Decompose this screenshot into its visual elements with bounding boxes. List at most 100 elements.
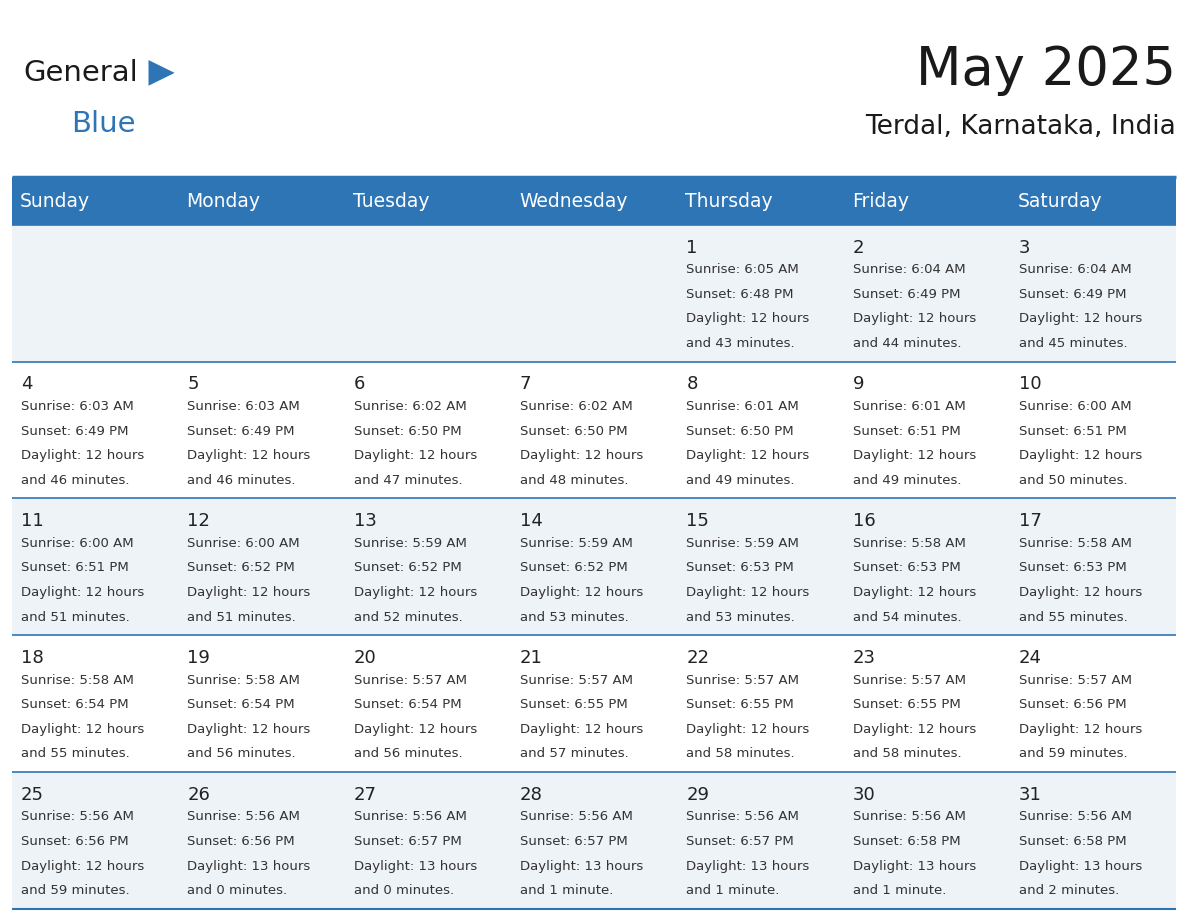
Text: 1: 1: [687, 239, 697, 257]
Text: Tuesday: Tuesday: [353, 192, 429, 210]
Text: and 49 minutes.: and 49 minutes.: [853, 474, 961, 487]
Text: Sunrise: 6:02 AM: Sunrise: 6:02 AM: [354, 400, 467, 413]
Text: Sunset: 6:57 PM: Sunset: 6:57 PM: [520, 835, 627, 848]
Text: Sunrise: 5:57 AM: Sunrise: 5:57 AM: [354, 674, 467, 687]
Text: Sunrise: 6:02 AM: Sunrise: 6:02 AM: [520, 400, 633, 413]
Text: 3: 3: [1019, 239, 1030, 257]
Text: and 0 minutes.: and 0 minutes.: [188, 884, 287, 897]
Text: and 55 minutes.: and 55 minutes.: [1019, 610, 1127, 623]
Text: and 54 minutes.: and 54 minutes.: [853, 610, 961, 623]
Text: and 2 minutes.: and 2 minutes.: [1019, 884, 1119, 897]
Text: Sunrise: 6:03 AM: Sunrise: 6:03 AM: [188, 400, 301, 413]
Text: Sunset: 6:50 PM: Sunset: 6:50 PM: [520, 425, 627, 438]
Text: Sunrise: 5:56 AM: Sunrise: 5:56 AM: [188, 811, 301, 823]
Text: 10: 10: [1019, 375, 1042, 394]
Text: Sunset: 6:55 PM: Sunset: 6:55 PM: [853, 699, 960, 711]
Text: 26: 26: [188, 786, 210, 804]
Text: Sunrise: 6:04 AM: Sunrise: 6:04 AM: [853, 263, 966, 276]
Text: Sunset: 6:49 PM: Sunset: 6:49 PM: [1019, 288, 1126, 301]
Text: 28: 28: [520, 786, 543, 804]
Text: Sunrise: 6:00 AM: Sunrise: 6:00 AM: [21, 537, 134, 550]
Text: and 52 minutes.: and 52 minutes.: [354, 610, 462, 623]
Text: 5: 5: [188, 375, 198, 394]
Text: Daylight: 12 hours: Daylight: 12 hours: [520, 586, 643, 599]
Text: Daylight: 12 hours: Daylight: 12 hours: [687, 449, 809, 463]
Text: Sunset: 6:49 PM: Sunset: 6:49 PM: [188, 425, 295, 438]
Text: Sunset: 6:55 PM: Sunset: 6:55 PM: [687, 699, 794, 711]
Text: Daylight: 12 hours: Daylight: 12 hours: [21, 859, 144, 873]
Text: Sunrise: 5:58 AM: Sunrise: 5:58 AM: [21, 674, 134, 687]
Text: Sunrise: 5:57 AM: Sunrise: 5:57 AM: [1019, 674, 1132, 687]
Text: Sunset: 6:50 PM: Sunset: 6:50 PM: [687, 425, 794, 438]
Text: Wednesday: Wednesday: [519, 192, 627, 210]
Text: and 59 minutes.: and 59 minutes.: [1019, 747, 1127, 760]
Text: Sunrise: 5:57 AM: Sunrise: 5:57 AM: [853, 674, 966, 687]
Bar: [12, 772, 1176, 909]
Text: 8: 8: [687, 375, 697, 394]
Text: Sunrise: 5:57 AM: Sunrise: 5:57 AM: [687, 674, 800, 687]
Text: 9: 9: [853, 375, 864, 394]
Text: Sunset: 6:51 PM: Sunset: 6:51 PM: [853, 425, 960, 438]
Text: 30: 30: [853, 786, 876, 804]
Text: Sunset: 6:49 PM: Sunset: 6:49 PM: [21, 425, 128, 438]
Text: and 55 minutes.: and 55 minutes.: [21, 747, 129, 760]
Text: Sunrise: 5:58 AM: Sunrise: 5:58 AM: [1019, 537, 1132, 550]
Text: Sunset: 6:55 PM: Sunset: 6:55 PM: [520, 699, 627, 711]
Text: 18: 18: [21, 649, 44, 667]
Text: Sunset: 6:51 PM: Sunset: 6:51 PM: [1019, 425, 1126, 438]
Text: and 46 minutes.: and 46 minutes.: [188, 474, 296, 487]
Bar: [12, 498, 1176, 635]
Text: Daylight: 12 hours: Daylight: 12 hours: [687, 586, 809, 599]
Text: 16: 16: [853, 512, 876, 531]
Text: Sunrise: 5:56 AM: Sunrise: 5:56 AM: [21, 811, 134, 823]
Text: and 1 minute.: and 1 minute.: [853, 884, 946, 897]
Text: and 1 minute.: and 1 minute.: [687, 884, 779, 897]
Text: Sunset: 6:56 PM: Sunset: 6:56 PM: [1019, 699, 1126, 711]
Text: Sunset: 6:54 PM: Sunset: 6:54 PM: [21, 699, 128, 711]
Text: and 58 minutes.: and 58 minutes.: [853, 747, 961, 760]
Text: Daylight: 13 hours: Daylight: 13 hours: [1019, 859, 1142, 873]
Text: 23: 23: [853, 649, 876, 667]
Text: and 0 minutes.: and 0 minutes.: [354, 884, 454, 897]
Text: Sunrise: 5:56 AM: Sunrise: 5:56 AM: [687, 811, 800, 823]
Text: Daylight: 13 hours: Daylight: 13 hours: [520, 859, 643, 873]
Bar: [843, 177, 1010, 225]
Text: Friday: Friday: [852, 192, 909, 210]
Text: Sunrise: 5:59 AM: Sunrise: 5:59 AM: [520, 537, 633, 550]
Bar: [12, 635, 1176, 772]
Text: Sunrise: 5:57 AM: Sunrise: 5:57 AM: [520, 674, 633, 687]
Text: Sunset: 6:57 PM: Sunset: 6:57 PM: [687, 835, 794, 848]
Text: Daylight: 13 hours: Daylight: 13 hours: [354, 859, 476, 873]
Text: Saturday: Saturday: [1018, 192, 1102, 210]
Text: and 48 minutes.: and 48 minutes.: [520, 474, 628, 487]
Text: Sunset: 6:51 PM: Sunset: 6:51 PM: [21, 562, 128, 575]
Text: 22: 22: [687, 649, 709, 667]
Text: Sunrise: 5:59 AM: Sunrise: 5:59 AM: [354, 537, 467, 550]
Text: and 47 minutes.: and 47 minutes.: [354, 474, 462, 487]
Text: and 56 minutes.: and 56 minutes.: [188, 747, 296, 760]
Text: Sunset: 6:58 PM: Sunset: 6:58 PM: [1019, 835, 1126, 848]
Text: 15: 15: [687, 512, 709, 531]
Text: Daylight: 12 hours: Daylight: 12 hours: [21, 586, 144, 599]
Text: Daylight: 13 hours: Daylight: 13 hours: [853, 859, 975, 873]
Bar: [12, 225, 1176, 362]
Bar: [178, 177, 345, 225]
Text: 21: 21: [520, 649, 543, 667]
Text: Sunset: 6:53 PM: Sunset: 6:53 PM: [853, 562, 960, 575]
Bar: [677, 177, 843, 225]
Text: Sunday: Sunday: [20, 192, 90, 210]
Text: Sunrise: 5:58 AM: Sunrise: 5:58 AM: [853, 537, 966, 550]
Text: Daylight: 12 hours: Daylight: 12 hours: [21, 449, 144, 463]
Text: and 1 minute.: and 1 minute.: [520, 884, 613, 897]
Text: Sunset: 6:56 PM: Sunset: 6:56 PM: [188, 835, 295, 848]
Text: Sunset: 6:52 PM: Sunset: 6:52 PM: [354, 562, 461, 575]
Text: Sunset: 6:53 PM: Sunset: 6:53 PM: [687, 562, 794, 575]
Text: 31: 31: [1019, 786, 1042, 804]
Text: Sunrise: 6:01 AM: Sunrise: 6:01 AM: [853, 400, 966, 413]
Text: and 53 minutes.: and 53 minutes.: [687, 610, 795, 623]
Text: Sunrise: 6:00 AM: Sunrise: 6:00 AM: [1019, 400, 1132, 413]
Text: 29: 29: [687, 786, 709, 804]
Text: 12: 12: [188, 512, 210, 531]
Text: Sunrise: 5:59 AM: Sunrise: 5:59 AM: [687, 537, 800, 550]
Text: 27: 27: [354, 786, 377, 804]
